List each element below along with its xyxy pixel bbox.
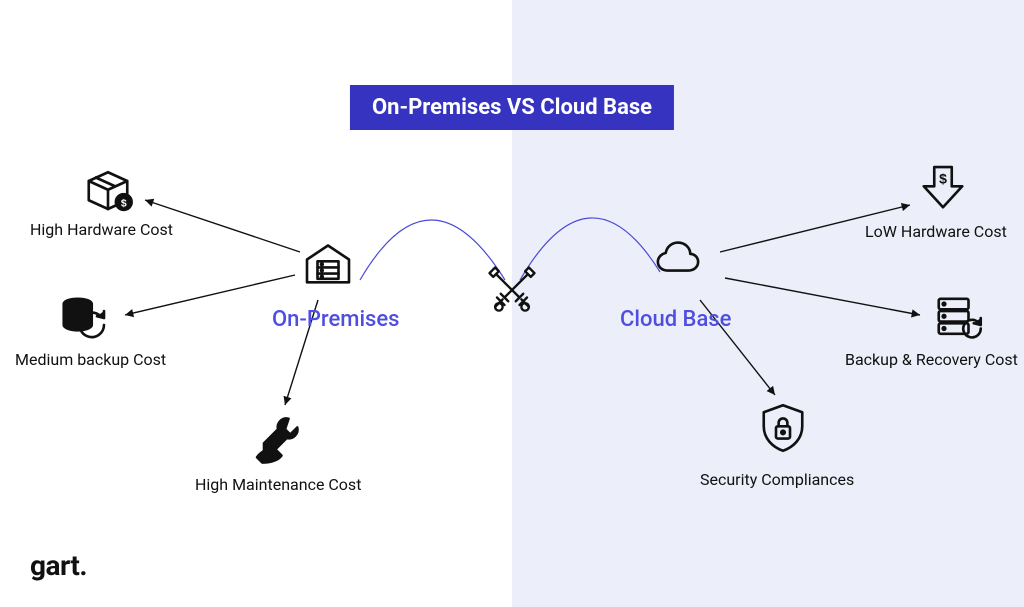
cloud-base-icon	[650, 232, 706, 288]
svg-text:$: $	[939, 171, 947, 187]
crossed-swords-icon	[482, 260, 542, 320]
page-title: On-Premises VS Cloud Base	[350, 85, 674, 130]
high-maintenance-cost-label: High Maintenance Cost	[195, 475, 361, 494]
high-hardware-cost-label: High Hardware Cost	[30, 220, 173, 239]
server-cycle-icon	[930, 290, 986, 346]
on-premises-icon	[300, 235, 356, 291]
on-premises-label: On-Premises	[272, 307, 399, 332]
cloud-base-label: Cloud Base	[620, 307, 731, 332]
svg-text:$: $	[121, 197, 127, 209]
box-dollar-icon: $	[80, 160, 136, 216]
brand-logo: gart.	[30, 549, 87, 582]
shield-lock-icon	[755, 400, 811, 456]
low-hardware-cost-label: LoW Hardware Cost	[865, 222, 1007, 241]
security-compliances-label: Security Compliances	[700, 470, 854, 489]
medium-backup-cost-label: Medium backup Cost	[15, 350, 166, 369]
backup-recovery-cost-label: Backup & Recovery Cost	[845, 350, 1018, 369]
db-reload-icon	[55, 290, 111, 346]
dollar-down-icon: $	[915, 160, 971, 216]
wrench-hand-icon	[250, 410, 306, 466]
